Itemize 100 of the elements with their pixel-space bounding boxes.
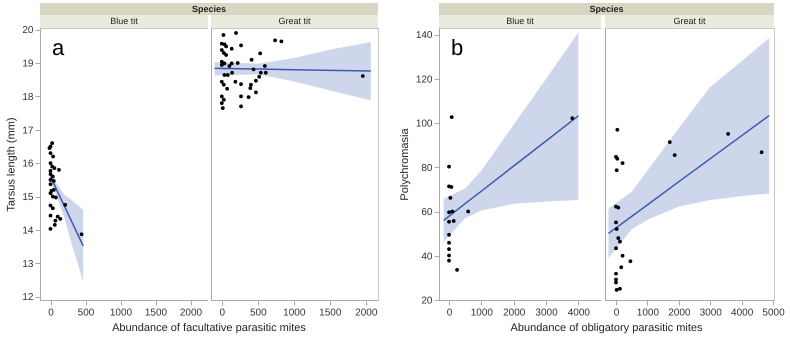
chart-title: Species	[40, 3, 378, 15]
point	[50, 206, 55, 210]
annotation: a	[52, 35, 65, 60]
point	[249, 82, 253, 87]
point	[80, 232, 84, 236]
point	[52, 166, 56, 170]
point	[239, 94, 243, 98]
y-tick-label: 19	[22, 58, 34, 70]
point	[726, 132, 730, 136]
y-tick-label: 40	[421, 251, 433, 262]
point	[450, 115, 454, 119]
y-tick-label: 20	[421, 296, 433, 306]
y-tick-label: 120	[416, 74, 433, 86]
point	[48, 182, 52, 186]
point	[262, 64, 267, 68]
point	[54, 196, 58, 200]
point	[222, 73, 226, 77]
point	[222, 82, 226, 87]
point	[220, 94, 224, 98]
point	[615, 128, 620, 132]
point	[254, 90, 258, 94]
x-tick-label: 500	[78, 308, 95, 318]
chart-title: Species	[439, 3, 774, 15]
y-tick-label: 20	[22, 25, 34, 36]
y-tick-label: 17	[22, 125, 34, 136]
chart-subtitle: Great tit	[605, 15, 774, 28]
x-tick-label: 0	[48, 308, 54, 318]
point	[614, 278, 618, 282]
x-tick-label: 2000	[668, 308, 691, 318]
y-axis-title: Tarsus length (mm)	[5, 117, 18, 212]
point	[447, 210, 451, 214]
point	[450, 185, 454, 189]
x-tick-label: 1000	[283, 308, 306, 318]
point	[230, 46, 234, 51]
y-tick-label: 15	[22, 192, 34, 204]
x-tick-label: 5000	[762, 308, 786, 318]
point	[618, 240, 622, 244]
x-tick-label: 2000	[180, 308, 203, 318]
point	[230, 62, 234, 66]
point	[220, 80, 224, 84]
point	[250, 58, 254, 62]
y-tick-label: 13	[22, 258, 34, 270]
point	[52, 178, 56, 183]
x-tick-label: 3000	[700, 308, 722, 318]
x-tick-label: 500	[250, 308, 268, 318]
point	[447, 220, 451, 224]
x-tick-label: 1000	[636, 308, 660, 318]
point	[224, 53, 228, 57]
point	[273, 38, 277, 42]
y-tick-label: 100	[416, 118, 433, 130]
point	[222, 51, 226, 55]
point	[220, 101, 224, 105]
point	[48, 168, 52, 173]
annotation: b	[451, 35, 464, 60]
point	[447, 247, 451, 252]
x-tick-label: 2000	[355, 308, 378, 318]
point	[628, 259, 632, 264]
point	[230, 70, 234, 75]
point	[447, 240, 451, 245]
point	[246, 95, 250, 99]
point	[48, 161, 52, 166]
x-tick-label: 1500	[144, 308, 168, 318]
point	[220, 106, 225, 110]
x-tick-label: 4000	[731, 308, 754, 318]
point	[222, 33, 226, 37]
point	[620, 161, 624, 165]
y-tick-label: 12	[22, 292, 34, 304]
x-tick-label: 1000	[110, 308, 133, 318]
point	[450, 210, 454, 214]
point	[58, 217, 62, 221]
x-axis-title: Abundance of obligatory parasitic mites	[510, 322, 704, 334]
point	[48, 227, 52, 231]
point	[254, 78, 258, 83]
point	[447, 164, 451, 169]
point	[220, 48, 224, 52]
point	[48, 178, 52, 182]
point	[614, 168, 619, 172]
point	[236, 61, 240, 65]
point	[222, 98, 226, 102]
x-tick-label: 4000	[568, 308, 590, 318]
point	[360, 74, 365, 78]
point	[234, 31, 238, 35]
point	[50, 141, 54, 146]
point	[239, 82, 243, 86]
chart-subtitle: Blue tit	[40, 15, 208, 28]
point	[239, 43, 243, 48]
line-series	[442, 115, 580, 222]
x-tick-label: 0	[614, 308, 620, 318]
point	[57, 168, 61, 172]
chart-subtitle: Great tit	[211, 15, 378, 28]
point	[258, 51, 262, 56]
point	[48, 214, 52, 218]
point	[48, 204, 52, 208]
point	[52, 188, 56, 192]
point	[280, 39, 284, 44]
point	[225, 86, 229, 91]
point	[570, 116, 574, 120]
x-tick-label: 1500	[319, 308, 342, 318]
x-tick-label: 3000	[535, 308, 558, 318]
point	[447, 254, 451, 258]
